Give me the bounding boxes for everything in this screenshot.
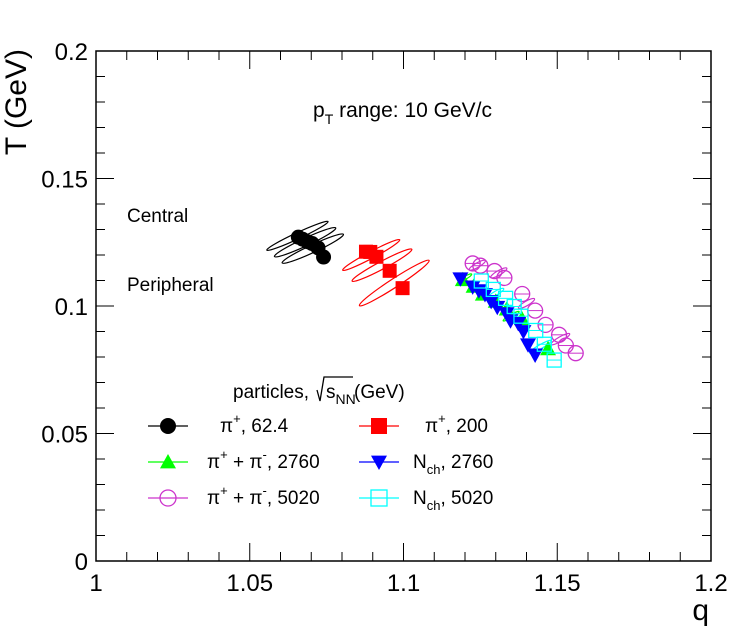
data-point xyxy=(527,348,544,363)
legend-entry: π+ + π-, 5020 xyxy=(148,483,320,509)
legend-entry: π+ + π-, 2760 xyxy=(148,447,320,473)
x-axis-label: q xyxy=(692,594,709,627)
legend-label: π+ + π-, 2760 xyxy=(207,447,320,473)
data-point xyxy=(537,316,554,334)
legend-label: Nch, 5020 xyxy=(413,488,493,513)
y-tick-label: 0.2 xyxy=(55,39,88,66)
y-tick-label: 0.1 xyxy=(55,294,88,321)
legend: particles, sNN (GeV) π+, 62.4 π+, 200 π+ + … xyxy=(148,376,493,513)
data-point xyxy=(497,290,514,307)
annotations: pT range: 10 GeV/c Central Peripheral xyxy=(127,99,492,296)
data-point xyxy=(515,325,532,340)
legend-header-root: sNN xyxy=(326,382,356,407)
data-point xyxy=(316,249,332,265)
legend-label: Nch, 2760 xyxy=(413,452,493,477)
x-tick-label: 1 xyxy=(89,570,102,597)
data-point xyxy=(514,285,531,303)
x-tick-label: 1.05 xyxy=(226,570,273,597)
legend-header-units: (GeV) xyxy=(354,382,405,403)
data-point xyxy=(485,281,501,298)
legend-header: particles, xyxy=(233,382,309,403)
x-tick-label: 1.2 xyxy=(694,570,727,597)
data-point xyxy=(486,262,503,280)
data-point xyxy=(513,308,529,324)
legend-entry: π+, 62.4 xyxy=(148,411,289,437)
legend-marker xyxy=(160,418,176,434)
legend-marker xyxy=(370,489,388,507)
x-tick-label: 1.15 xyxy=(534,570,581,597)
legend-label: π+, 200 xyxy=(425,411,488,437)
peripheral-label: Peripheral xyxy=(127,275,214,296)
axis-ticks: 1 1.05 1.1 1.15 1.2 0 0.05 0.1 0.15 0.2 q T (GeV) xyxy=(0,39,728,627)
y-tick-label: 0.15 xyxy=(41,167,88,194)
legend-marker xyxy=(159,489,177,507)
data-point xyxy=(567,345,584,362)
legend-marker xyxy=(371,455,387,470)
legend-marker xyxy=(371,418,387,434)
data-point xyxy=(528,322,544,339)
data-point xyxy=(452,272,469,287)
legend-label: π+ + π-, 5020 xyxy=(207,483,320,509)
data-points xyxy=(290,229,584,368)
legend-entry: Nch, 2760 xyxy=(359,452,493,477)
data-point xyxy=(526,302,544,319)
sqrt-sign xyxy=(316,376,353,402)
data-point xyxy=(369,249,384,264)
data-point xyxy=(496,269,513,287)
y-tick-label: 0.05 xyxy=(41,422,88,449)
legend-marker xyxy=(160,454,176,469)
y-tick-label: 0 xyxy=(75,549,88,576)
pt-range-annotation: pT range: 10 GeV/c xyxy=(313,99,492,127)
x-tick-label: 1.1 xyxy=(387,570,420,597)
central-label: Central xyxy=(127,206,188,227)
data-point xyxy=(464,280,481,295)
data-point xyxy=(546,352,562,368)
data-point xyxy=(472,257,489,274)
legend-label: π+, 62.4 xyxy=(220,411,289,437)
data-point xyxy=(520,338,537,353)
legend-entry: Nch, 5020 xyxy=(359,488,493,513)
y-axis-label: T (GeV) xyxy=(0,49,33,155)
data-point xyxy=(382,263,397,278)
data-point xyxy=(395,281,410,296)
data-point xyxy=(489,300,506,316)
plot-frame xyxy=(95,50,712,562)
data-point xyxy=(557,337,575,354)
data-point xyxy=(550,326,568,343)
data-point xyxy=(473,273,489,289)
data-point xyxy=(536,336,552,352)
legend-entry: π+, 200 xyxy=(359,411,488,437)
